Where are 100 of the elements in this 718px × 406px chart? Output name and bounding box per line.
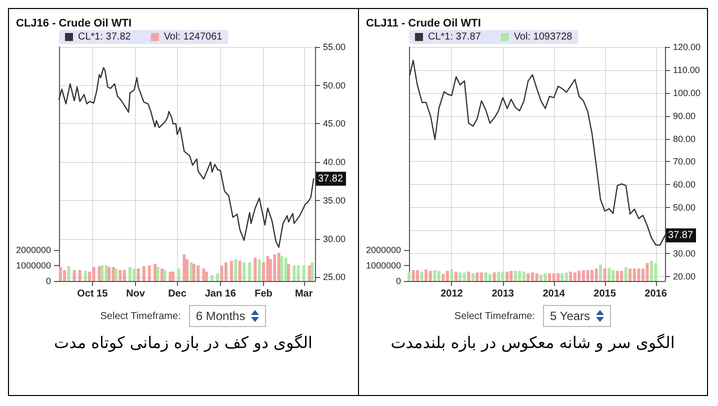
text: Select Timeframe: [454,310,536,322]
annotation: 37.87 [668,230,694,241]
bar [128,266,132,281]
bar [210,274,214,281]
bar [450,269,453,281]
x-tick-label: Mar [295,288,314,300]
timeframe-select: 6 Months [188,305,266,327]
bar [266,256,270,281]
y-tick-label: 35.00 [323,195,346,206]
y2-tick-label: 2000000 [366,244,401,255]
bar [573,272,576,281]
bar [412,270,415,281]
bar [552,273,556,281]
y2-tick-label: 1000000 [16,260,52,270]
bar [624,266,628,281]
y-tick-label: 80.00 [672,134,696,144]
x-tick-label: 2015 [593,288,616,300]
x-tick-label: 2014 [542,288,566,300]
legend-label: Vol: 1093728 [514,32,572,42]
line-series [58,67,314,248]
x-tick-label: 2013 [491,288,514,300]
y-tick-label: 55.00 [323,42,346,52]
bar [407,272,410,281]
bar [137,268,140,281]
bar [238,260,242,281]
y-tick-label: 50.00 [323,80,346,90]
y-tick-label: 60.00 [672,180,696,190]
y-tick-label: 70.00 [672,156,696,167]
bar [632,268,636,281]
y-tick-label: 120.00 [672,42,700,52]
x-tick-label: Nov [126,288,146,300]
y-tick-label: 45.00 [323,118,346,129]
bar [446,270,449,281]
chart-title: CLJ16 - Crude Oil WTI [16,18,132,30]
bar [220,265,224,281]
y-tick-label: 40.00 [323,157,346,168]
legend-label: CL*1: 37.87 [428,32,482,42]
text: الگوی دو کف در بازه زمانی کوتاه مدت [53,333,314,352]
bar [273,254,276,281]
bar [544,273,547,281]
bar [611,270,614,281]
bar [118,270,122,281]
bar [177,268,180,281]
y2-tick-label: 2000000 [16,244,52,255]
bar [420,272,424,281]
bar [509,270,512,281]
bar [280,256,284,281]
bar [488,274,492,281]
bar [620,270,623,281]
bar [466,272,470,281]
y-tick-label: 50.00 [672,202,696,213]
y-tick-label: 90.00 [672,110,696,121]
x-tick-label: Dec [168,288,188,300]
bar [190,262,193,281]
bar [654,263,658,281]
bar [302,265,306,281]
bar [156,266,160,281]
bar [310,262,314,281]
bar [192,264,196,281]
x-tick-label: Oct 15 [77,288,108,300]
bar [142,266,146,281]
bar [216,273,220,281]
bar [428,270,432,281]
bar [586,270,590,281]
bar [514,270,517,281]
bar [172,272,175,281]
bar [108,266,111,281]
bar [224,262,228,281]
y2-tick-label: 1000000 [366,260,401,270]
bar [248,262,252,281]
bar [616,270,619,281]
bar [501,272,504,281]
bar [437,270,440,281]
bar [254,258,257,281]
bar [646,263,649,281]
bar [607,268,610,281]
bar [63,270,66,281]
bar [78,270,82,281]
y-tick-label: 20.00 [672,271,696,282]
bar [196,265,200,281]
bar [564,272,568,281]
x-tick-label: 2012 [440,288,464,300]
bar [230,260,234,281]
bar [454,272,458,281]
legend-label: CL*1: 37.82 [78,32,132,42]
bar [292,265,296,281]
y-tick-label: 30.00 [323,234,346,244]
y2-tick-label: 0 [46,276,52,286]
y-tick-label: 30.00 [672,248,696,258]
bar [598,264,602,281]
bar [234,259,238,281]
bar [59,266,62,281]
bar [67,266,70,281]
bar [535,273,538,281]
annotation: 37.82 [318,173,344,184]
bar [182,254,186,281]
bar [556,273,560,281]
bar [471,273,474,281]
bar [603,268,606,281]
x-tick-label: Jan 16 [205,288,237,300]
